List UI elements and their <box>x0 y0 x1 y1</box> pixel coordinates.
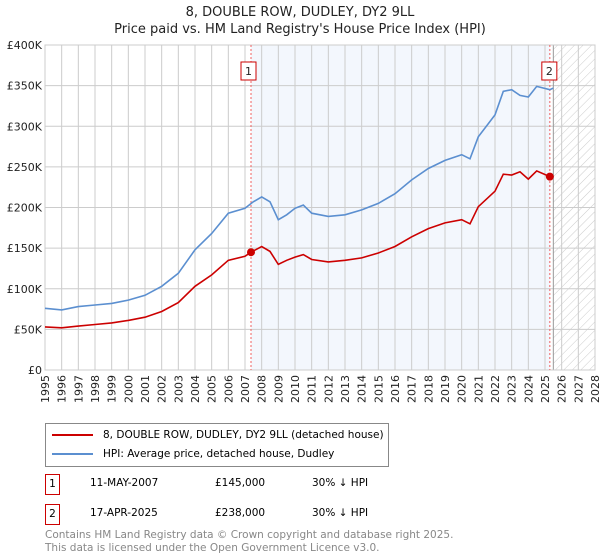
x-tick-label: 2016 <box>389 375 402 403</box>
x-tick-label: 2003 <box>172 375 185 403</box>
plot-area: 1995 1996 1997 1998 1999 2000 2001 2002 2003 2004… <box>7 39 600 403</box>
x-tick-label: 2002 <box>156 375 169 403</box>
legend-swatch-red <box>52 434 93 436</box>
x-tick-label: 1998 <box>89 375 102 403</box>
x-tick-label: 2004 <box>189 375 202 403</box>
y-tick-label: £350K <box>7 80 43 93</box>
x-tick-label: 2013 <box>339 375 352 403</box>
chart-title: 8, DOUBLE ROW, DUDLEY, DY2 9LL <box>185 5 415 20</box>
x-tick-label: 2017 <box>406 375 419 403</box>
sale-point <box>247 248 255 257</box>
marker-badge: 1 <box>45 474 60 495</box>
x-tick-label: 2005 <box>206 375 219 403</box>
x-tick-label: 2024 <box>522 375 535 403</box>
transaction-row: 1 11-MAY-2007 £145,000 30% ↓ HPI <box>45 474 545 495</box>
x-tick-label: 1996 <box>56 375 69 403</box>
x-tick-label: 2025 <box>539 375 552 403</box>
annotation-box <box>240 61 257 81</box>
legend-item-hpi: HPI: Average price, detached house, Dudl… <box>46 446 334 462</box>
y-tick-label: £0 <box>28 364 42 377</box>
y-tick-label: £100K <box>7 283 43 296</box>
plot-border <box>44 44 596 371</box>
chart-subtitle: Price paid vs. HM Land Registry's House … <box>114 22 486 37</box>
transaction-date: 17-APR-2025 <box>90 507 158 519</box>
legend-label: 8, DOUBLE ROW, DUDLEY, DY2 9LL (detached… <box>103 429 384 441</box>
x-tick-label: 2000 <box>122 375 135 403</box>
x-tick-label: 2018 <box>422 375 435 403</box>
footer-copyright: Contains HM Land Registry data © Crown c… <box>45 529 454 541</box>
transaction-hpi: 30% ↓ HPI <box>312 507 369 519</box>
legend-label: HPI: Average price, detached house, Dudl… <box>103 448 335 460</box>
y-tick-label: £250K <box>7 161 43 174</box>
x-tick-label: 2014 <box>356 375 369 403</box>
x-tick-label: 2019 <box>439 375 452 403</box>
y-tick-label: £50K <box>14 323 43 336</box>
x-tick-label: 2020 <box>456 375 469 403</box>
transaction-row: 2 17-APR-2025 £238,000 30% ↓ HPI <box>45 504 545 525</box>
x-tick-label: 2026 <box>556 375 569 403</box>
x-tick-label: 2001 <box>139 375 152 403</box>
x-tick-label: 2008 <box>256 375 269 403</box>
x-tick-label: 1995 <box>39 375 52 403</box>
legend-item-property: 8, DOUBLE ROW, DUDLEY, DY2 9LL (detached… <box>46 427 384 443</box>
footer-licence: This data is licensed under the Open Gov… <box>45 542 380 554</box>
x-tick-label: 1999 <box>106 375 119 403</box>
footer: Contains HM Land Registry data © Crown c… <box>45 529 453 555</box>
legend: 8, DOUBLE ROW, DUDLEY, DY2 9LL (detached… <box>45 423 389 467</box>
transaction-price: £145,000 <box>215 477 266 489</box>
transaction-date: 11-MAY-2007 <box>90 477 159 489</box>
x-tick-label: 2015 <box>372 375 385 403</box>
y-tick-label: £150K <box>7 242 43 255</box>
x-tick-label: 2007 <box>239 375 252 403</box>
annotation-label: 2 <box>546 65 553 78</box>
x-tick-label: 1997 <box>72 375 85 403</box>
hpi-series-line <box>44 85 554 311</box>
transaction-hpi: 30% ↓ HPI <box>312 477 369 489</box>
sale-point <box>545 172 554 181</box>
x-tick-label: 2006 <box>222 375 235 403</box>
x-tick-label: 2009 <box>272 375 285 403</box>
x-tick-label: 2012 <box>322 375 335 403</box>
annotation-box <box>541 61 558 81</box>
y-tick-label: £300K <box>7 120 43 133</box>
legend-swatch-blue <box>52 453 93 455</box>
x-tick-label: 2021 <box>472 375 485 403</box>
x-tick-label: 2011 <box>306 375 319 403</box>
property-series-line <box>44 169 551 329</box>
transaction-price: £238,000 <box>215 507 266 519</box>
y-tick-label: £400K <box>7 39 43 52</box>
x-tick-label: 2023 <box>506 375 519 403</box>
marker-badge: 2 <box>45 504 60 525</box>
x-tick-label: 2028 <box>589 375 600 403</box>
x-tick-label: 2027 <box>572 375 585 403</box>
y-tick-label: £200K <box>7 202 43 215</box>
x-tick-label: 2022 <box>489 375 502 403</box>
x-tick-label: 2010 <box>289 375 302 403</box>
annotation-label: 1 <box>245 65 252 78</box>
